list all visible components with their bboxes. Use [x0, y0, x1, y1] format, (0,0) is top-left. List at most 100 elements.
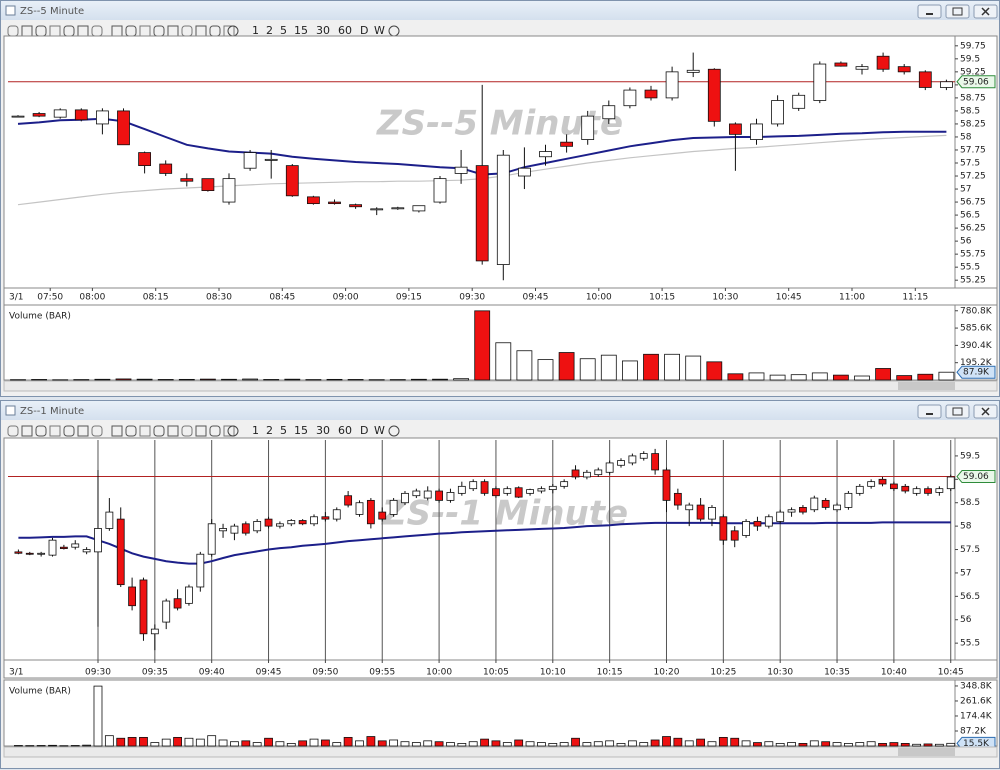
candle-body: [378, 511, 387, 520]
candle-body: [48, 539, 57, 556]
candle-body: [321, 516, 330, 520]
volume-bar: [178, 378, 195, 381]
scrollbar-thumb[interactable]: [898, 382, 955, 390]
timeframe-button[interactable]: 2: [266, 424, 273, 437]
y-tick-label: 174.4K: [960, 711, 993, 721]
timeframe-button[interactable]: 1: [252, 424, 259, 437]
y-tick-label: 55.75: [960, 250, 986, 260]
y-tick-label: 58.75: [960, 93, 986, 103]
toolbar-icon[interactable]: [195, 425, 207, 437]
candle-body: [412, 490, 421, 497]
volume-bar: [13, 745, 23, 747]
toolbar-icon[interactable]: [21, 425, 33, 437]
toolbar-icon[interactable]: [49, 425, 61, 437]
candle-body: [196, 553, 205, 588]
candle-body: [799, 507, 807, 513]
candle-body: [730, 530, 739, 541]
volume-bar: [366, 736, 376, 747]
toolbar-icon[interactable]: [35, 425, 47, 437]
candle-body: [433, 178, 447, 203]
y-tick-label: 56.75: [960, 198, 986, 208]
timeframe-button[interactable]: 2: [266, 24, 273, 37]
volume-bar: [855, 742, 865, 747]
candle-body: [285, 165, 299, 197]
timeframe-button[interactable]: 5: [280, 24, 287, 37]
y-tick-label: 59.75: [960, 41, 986, 51]
maximize-button[interactable]: [945, 404, 970, 419]
toolbar-icon[interactable]: [388, 425, 400, 437]
maximize-button[interactable]: [945, 4, 970, 19]
toolbar-icon[interactable]: [77, 425, 89, 437]
toolbar-icon[interactable]: [125, 425, 137, 437]
volume-bar: [221, 378, 237, 381]
scrollbar[interactable]: [3, 380, 998, 392]
timeframe-button[interactable]: 15: [294, 24, 308, 37]
toolbar-icon[interactable]: [153, 425, 165, 437]
candle-body: [298, 520, 307, 525]
timeframe-button[interactable]: W: [374, 424, 385, 437]
candle-body: [355, 502, 364, 515]
y-tick-label: 57: [960, 568, 971, 578]
timeframe-button[interactable]: 15: [294, 424, 308, 437]
candle-body: [370, 208, 384, 211]
toolbar-icon[interactable]: [223, 425, 235, 437]
volume-bar: [195, 738, 205, 747]
volume-bar: [730, 737, 740, 747]
timeframe-button[interactable]: D: [360, 424, 368, 437]
y-tick-label: 57: [960, 185, 971, 195]
candle-body: [25, 552, 34, 555]
toolbar-icon[interactable]: [167, 425, 179, 437]
x-tick-label: 10:10: [540, 668, 566, 678]
volume-bar: [616, 743, 626, 747]
timeframe-button[interactable]: 60: [338, 24, 352, 37]
date-label: 3/1: [9, 668, 23, 678]
minimize-button[interactable]: [917, 4, 942, 19]
volume-bar: [769, 374, 786, 381]
timeframe-button[interactable]: D: [360, 24, 368, 37]
candle-body: [940, 81, 953, 88]
x-tick-label: 10:05: [483, 668, 509, 678]
x-tick-label: 11:00: [839, 293, 865, 303]
x-tick-label: 08:00: [79, 293, 105, 303]
candle-body: [435, 490, 443, 501]
toolbar-icon[interactable]: [91, 425, 103, 437]
x-tick-label: 08:15: [143, 293, 169, 303]
candle-body: [389, 499, 398, 515]
candle-body: [810, 497, 819, 511]
toolbar-icon[interactable]: [63, 425, 75, 437]
x-tick-label: 10:00: [426, 668, 452, 678]
volume-bar: [157, 379, 174, 381]
candle-body: [628, 455, 637, 464]
timeframe-button[interactable]: 60: [338, 424, 352, 437]
volume-bar: [230, 741, 239, 747]
toolbar-icon[interactable]: [7, 425, 19, 437]
toolbar-icon[interactable]: [111, 425, 123, 437]
candle-body: [222, 178, 236, 203]
toolbar-icon[interactable]: [181, 425, 193, 437]
minimize-button[interactable]: [917, 404, 942, 419]
timeframe-button[interactable]: 1: [252, 24, 259, 37]
toolbar-icon[interactable]: [139, 425, 151, 437]
scrollbar[interactable]: [3, 746, 998, 758]
toolbar-icon[interactable]: [209, 425, 221, 437]
y-tick-label: 57.75: [960, 145, 986, 155]
timeframe-button[interactable]: 5: [280, 424, 287, 437]
x-tick-label: 09:30: [85, 668, 111, 678]
candle-body: [138, 152, 152, 167]
y-tick-label: 56.5: [960, 211, 980, 221]
volume-bar: [377, 740, 387, 747]
timeframe-button[interactable]: 30: [316, 424, 330, 437]
x-tick-label: 09:50: [312, 668, 338, 678]
candle-body: [855, 66, 869, 70]
timeframe-button[interactable]: W: [374, 24, 385, 37]
x-tick-label: 10:45: [776, 293, 802, 303]
toolbar-icon[interactable]: [227, 425, 239, 437]
timeframe-button[interactable]: 30: [316, 24, 330, 37]
y-tick-label: 348.8K: [960, 681, 993, 691]
last-price-label: 59.06: [963, 77, 989, 87]
volume-bar: [423, 740, 433, 747]
scrollbar-thumb[interactable]: [898, 748, 955, 756]
x-tick-label: 09:30: [459, 293, 485, 303]
volume-bar: [410, 378, 427, 381]
price-pane: [3, 437, 998, 679]
